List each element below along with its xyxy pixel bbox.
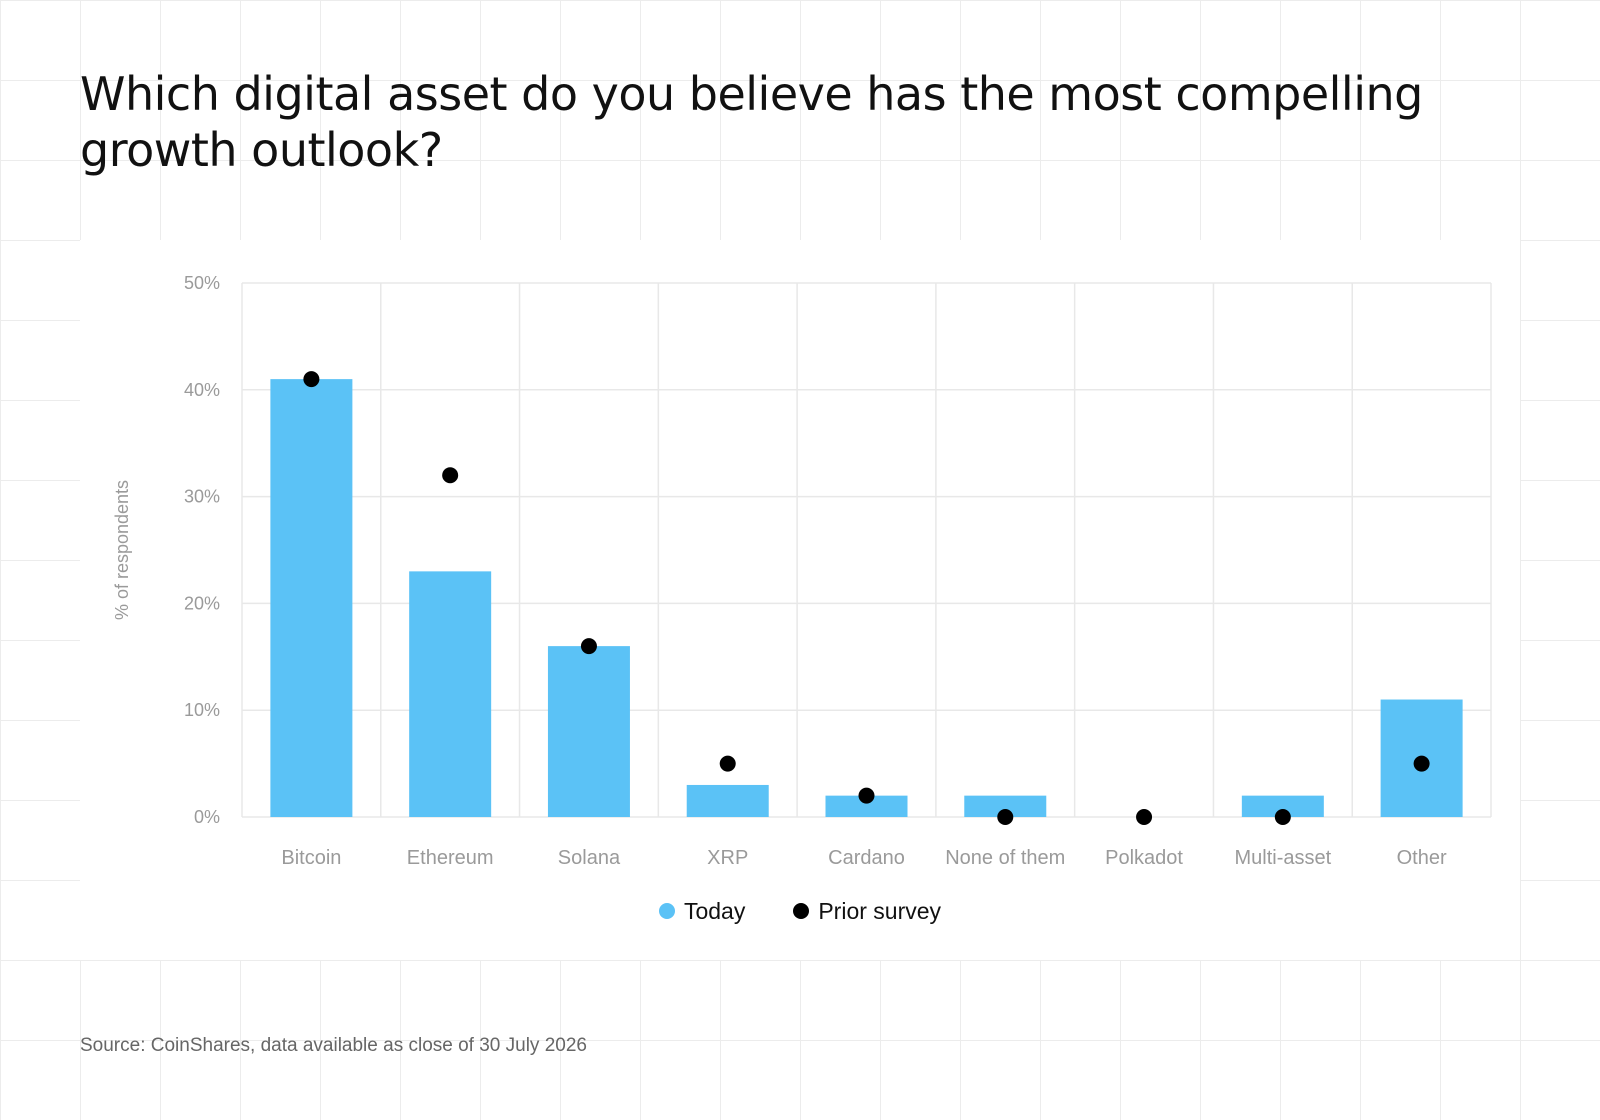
bar-multi-asset [1241, 795, 1324, 817]
x-tick-label: Bitcoin [281, 847, 341, 869]
legend-swatch-today [658, 903, 675, 919]
bar-cardano [825, 795, 908, 817]
bar-chart: 0% 10% 20% 30% 40% 50% % of respondents Bitcoin… [112, 273, 1492, 869]
legend-label-prior-survey: Prior survey [818, 897, 942, 924]
bar-ethereum [409, 571, 492, 817]
y-tick-label: 50% [184, 273, 220, 293]
y-tick-label: 30% [184, 487, 220, 507]
x-tick-label: Polkadot [1105, 847, 1183, 869]
y-axis-label: % of respondents [112, 480, 132, 620]
x-tick-label: None of them [945, 847, 1065, 869]
y-tick-label: 20% [184, 593, 220, 613]
bar-none-of-them [964, 795, 1047, 817]
dot-polkadot [1136, 809, 1153, 825]
legend-swatch-prior-survey [793, 903, 810, 919]
legend-item-prior-survey: Prior survey [793, 898, 941, 925]
y-tick-label: 10% [184, 700, 220, 720]
dot-xrp [719, 755, 736, 772]
legend-item-today: Today [658, 897, 746, 925]
chart-panel: 0% 10% 20% 30% 40% 50% % of respondents Bitcoin… [80, 240, 1520, 960]
dot-cardano [858, 787, 875, 804]
dot-bitcoin [303, 371, 320, 388]
dot-ethereum [442, 467, 459, 484]
x-tick-label: Multi-asset [1234, 847, 1331, 869]
x-tick-label: XRP [707, 847, 748, 869]
chart-title: Which digital asset do you believe has t… [80, 67, 1423, 177]
source-note: Source: CoinShares, data available as cl… [80, 1035, 587, 1056]
bar-solana [547, 646, 630, 817]
dot-none-of-them [997, 809, 1014, 825]
dot-multi-asset [1274, 809, 1291, 825]
y-tick-label: 0% [194, 807, 220, 827]
legend: Today Prior survey [80, 896, 1520, 926]
dot-other [1413, 755, 1430, 772]
x-tick-label: Ethereum [407, 847, 494, 869]
x-tick-label: Cardano [828, 847, 905, 869]
x-tick-label: Other [1397, 847, 1447, 869]
dot-solana [580, 638, 597, 655]
bar-xrp [686, 784, 769, 817]
bar-bitcoin [270, 379, 353, 817]
x-tick-label: Solana [558, 847, 621, 869]
legend-label-today: Today [683, 897, 746, 924]
y-tick-label: 40% [184, 380, 220, 400]
